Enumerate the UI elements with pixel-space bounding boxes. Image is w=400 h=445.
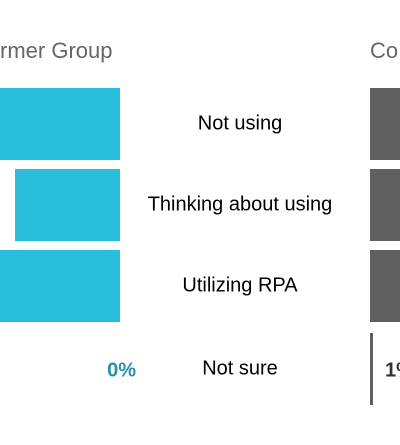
category-label: Not sure	[202, 357, 278, 379]
bar	[370, 250, 400, 322]
category-label: Thinking about using	[148, 193, 333, 215]
category-label: Utilizing RPA	[182, 274, 298, 296]
bar	[0, 250, 120, 322]
right-group-title: Co	[370, 38, 398, 63]
value-label: 1%	[385, 359, 400, 381]
bar	[370, 169, 400, 241]
value-label: 0%	[107, 359, 136, 381]
bar	[370, 333, 373, 405]
bar	[370, 88, 400, 160]
category-label: Not using	[198, 112, 283, 134]
bar	[0, 88, 120, 160]
bar	[15, 169, 120, 241]
left-group-title: rmer Group	[0, 38, 112, 63]
